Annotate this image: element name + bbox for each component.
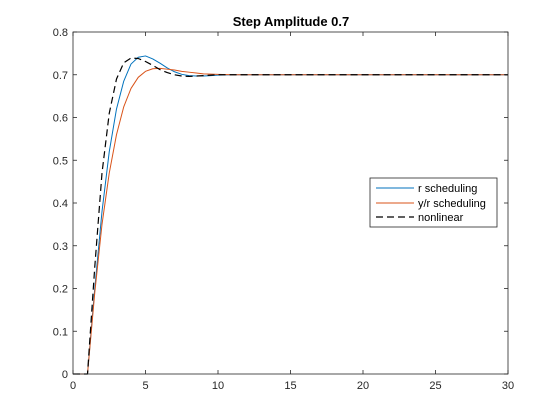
x-tick-label: 10	[212, 380, 224, 392]
legend: r scheduling y/r scheduling nonlinear	[369, 177, 498, 228]
x-tick-label: 15	[284, 380, 296, 392]
y-tick-label: 0.6	[53, 113, 68, 125]
y-tick-label: 0.2	[53, 284, 68, 296]
chart-title: Step Amplitude 0.7	[233, 14, 350, 29]
x-tick-label: 30	[502, 380, 514, 392]
legend-label-nonlinear: nonlinear	[418, 212, 464, 224]
series-layer	[73, 55, 508, 375]
y-tick-label: 0.5	[53, 155, 68, 167]
y-tick-label: 0.8	[53, 27, 68, 39]
y-tick-label: 0.4	[53, 198, 68, 210]
legend-label-r-scheduling: r scheduling	[418, 183, 477, 195]
y-tick-label: 0.3	[53, 241, 68, 253]
series-line-nonlinear	[73, 57, 508, 375]
x-tick-label: 20	[357, 380, 369, 392]
ticks-layer: 0 5 10 15 20 25 30 0 0.1 0.2 0.3 0.4 0.5 0.6 0.7 0.8	[53, 27, 514, 392]
y-tick-label: 0.7	[53, 70, 68, 82]
legend-label-yr-scheduling: y/r scheduling	[418, 198, 486, 210]
x-tick-label: 0	[70, 380, 76, 392]
y-tick-label: 0.1	[53, 326, 68, 338]
x-tick-label: 5	[142, 380, 148, 392]
y-tick-label: 0	[62, 369, 68, 381]
x-tick-label: 25	[429, 380, 441, 392]
